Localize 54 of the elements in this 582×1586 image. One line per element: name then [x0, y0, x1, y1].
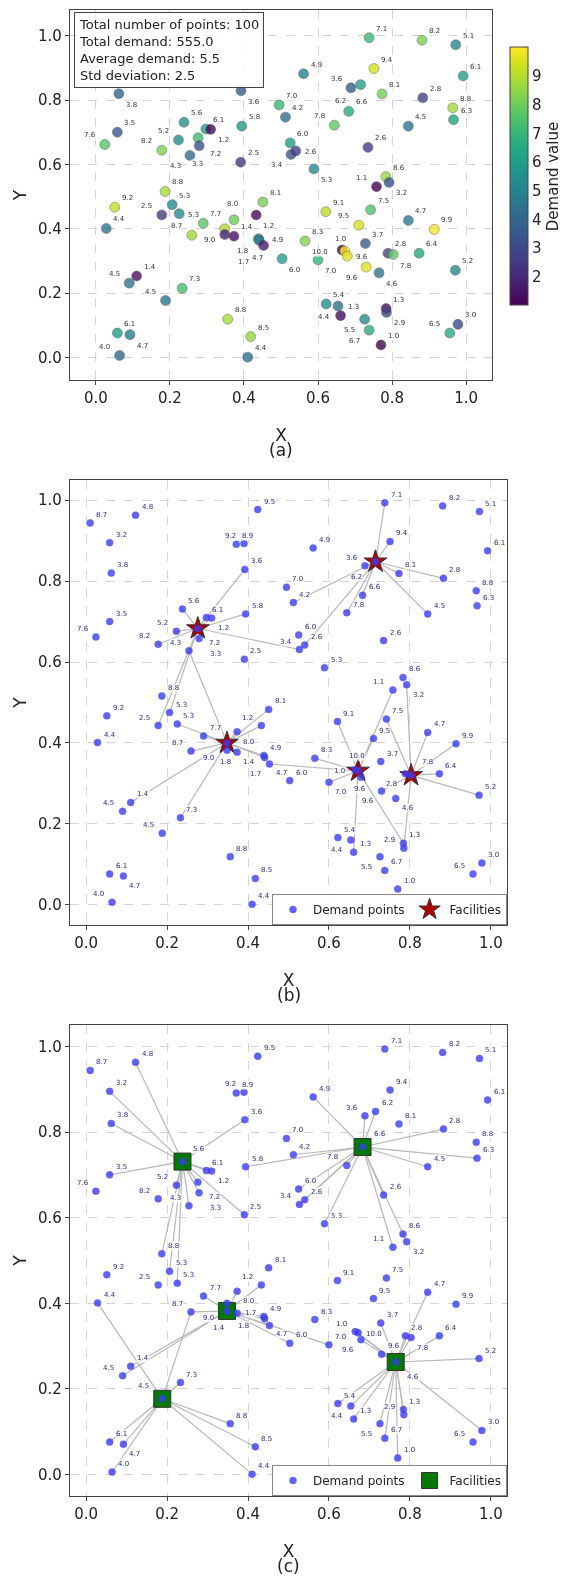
y-tick-label: 0.8 [37, 1123, 62, 1142]
y-axis-title: Y [9, 1254, 30, 1267]
x-tick-label: 0.4 [236, 934, 260, 953]
y-tick-label: 1.0 [37, 1037, 62, 1056]
annotation: Total number of points: 100 Total demand: 555.0 Average demand: 5.5 Std deviation: 2.5 [79, 17, 260, 83]
legend-label: Demand points [313, 903, 405, 918]
color-bar-label: 8 [532, 96, 542, 115]
y-tick-label: 0.8 [37, 572, 62, 591]
y-tick-label: 0.4 [37, 220, 62, 239]
y-tick-label: 1.0 [37, 26, 62, 45]
x-tick-label: 0.6 [317, 934, 341, 953]
y-axis-title: Y [9, 696, 30, 709]
y-tick-label: 0.2 [37, 815, 62, 834]
text: (b) [277, 985, 302, 1005]
y-axis-title: Y [9, 189, 30, 202]
x-tick-label: 0.8 [397, 1505, 422, 1524]
y-tick-label: 0.6 [37, 155, 62, 174]
y-tick-label: 0.0 [37, 348, 62, 367]
y-tick-label: 0.2 [37, 284, 62, 303]
x-tick-label: 0.0 [74, 934, 99, 953]
x-tick-label: 0.8 [397, 934, 422, 953]
x-tick-label: 1.0 [478, 1505, 503, 1524]
legend-label: Facilities [449, 1474, 501, 1489]
x-tick-label: 0.0 [74, 1505, 99, 1524]
legend-label: Facilities [449, 903, 501, 918]
color-bar-label: 7 [532, 124, 542, 143]
x-tick-label: 0.8 [380, 389, 404, 408]
y-tick-label: 0.2 [37, 1380, 62, 1399]
x-tick-label: 0.4 [232, 389, 256, 408]
x-tick-label: 1.0 [478, 934, 503, 953]
x-tick-label: 0.6 [306, 389, 330, 408]
y-tick-label: 0.4 [37, 1294, 62, 1313]
y-tick-label: 0.0 [37, 1465, 62, 1484]
color-bar-label: 2 [532, 268, 542, 287]
y-tick-label: 0.6 [37, 653, 62, 672]
y-tick-label: 1.0 [37, 491, 62, 510]
x-tick-label: 0.2 [155, 1505, 180, 1524]
color-bar-label: 5 [532, 182, 542, 201]
x-tick-label: 0.0 [83, 389, 108, 408]
y-tick-label: 0.4 [37, 734, 62, 753]
x-tick-label: 0.4 [236, 1505, 260, 1524]
y-tick-label: 0.0 [37, 896, 62, 915]
x-tick-label: 1.0 [454, 389, 479, 408]
color-bar-label: 9 [532, 67, 542, 86]
legend-label: Demand points [313, 1474, 405, 1489]
color-bar-title: Demand value [543, 121, 562, 232]
x-tick-label: 0.2 [158, 389, 182, 408]
y-tick-label: 0.8 [37, 91, 62, 110]
x-tick-label: 0.6 [317, 1505, 341, 1524]
color-bar-label: 4 [532, 210, 542, 229]
y-tick-label: 0.6 [37, 1208, 62, 1227]
x-tick-label: 0.2 [155, 934, 180, 953]
color-bar-label: 6 [532, 153, 542, 172]
color-bar-label: 3 [532, 239, 542, 258]
